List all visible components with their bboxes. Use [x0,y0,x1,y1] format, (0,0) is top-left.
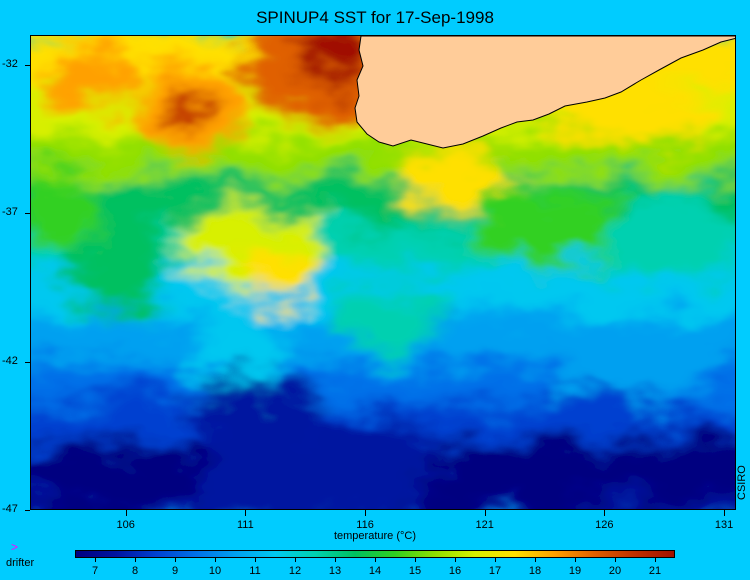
colorbar-tick-mark [655,558,656,562]
lon-tick-label: 126 [595,519,614,531]
lat-tick-label: -32 [2,57,18,70]
lat-tick-label: -37 [2,206,18,219]
colorbar-tick-label: 12 [288,565,302,577]
colorbar-tick-mark [575,558,576,562]
colorbar-tick-mark [255,558,256,562]
temperature-colorbar [75,550,675,558]
lat-tick-mark [25,361,30,363]
colorbar-tick-mark [295,558,296,562]
lon-tick-mark [125,510,127,516]
colorbar-tick-label: 18 [528,565,542,577]
lat-tick-mark [25,213,30,215]
colorbar-tick-mark [615,558,616,562]
colorbar-tick-label: 10 [208,565,222,577]
lon-tick-mark [365,510,367,516]
colorbar-tick-mark [375,558,376,562]
colorbar-tick-label: 19 [568,565,582,577]
colorbar-tick-label: 9 [171,565,179,577]
colorbar-tick-mark [495,558,496,562]
lat-tick-mark [25,510,30,511]
colorbar-tick-mark [175,558,176,562]
lon-tick-mark [724,510,726,516]
credit-label: CSIRO [736,465,748,500]
colorbar-tick-mark [535,558,536,562]
lon-tick-label: 121 [475,519,494,531]
colorbar-tick-mark [135,558,136,562]
lon-tick-label: 111 [237,519,254,531]
lat-tick-label: -42 [2,354,18,367]
colorbar-tick-label: 15 [408,565,422,577]
lon-tick-mark [604,510,606,516]
drifter-legend-icon: > [11,540,19,554]
colorbar-tick-mark [415,558,416,562]
colorbar-tick-mark [335,558,336,562]
colorbar-tick-label: 20 [608,565,622,577]
colorbar-tick-label: 8 [131,565,139,577]
colorbar-tick-mark [95,558,96,562]
colorbar-tick-label: 14 [368,565,382,577]
colorbar-tick-label: 7 [91,565,99,577]
colorbar-tick-mark [215,558,216,562]
sst-map-canvas [31,36,735,509]
map-title: SPINUP4 SST for 17-Sep-1998 [256,8,494,27]
colorbar-tick-label: 17 [488,565,502,577]
lon-tick-label: 106 [116,519,135,531]
australia-landmass [354,36,735,149]
colorbar-tick-label: 21 [648,565,662,577]
colorbar-tick-label: 11 [249,565,261,577]
colorbar-tick-mark [455,558,456,562]
sst-field [31,36,735,509]
lon-tick-label: 131 [714,519,734,531]
lat-tick-mark [25,64,30,66]
colorbar-tick-label: 16 [448,565,462,577]
lon-tick-label: 116 [356,519,374,531]
lon-tick-mark [245,510,247,516]
lon-tick-mark [484,510,486,516]
sst-map [30,35,736,510]
colorbar-tick-label: 13 [328,565,342,577]
colorbar-title: temperature (°C) [333,530,417,542]
drifter-legend-label: drifter [6,557,35,569]
lat-tick-label: -47 [2,503,18,515]
